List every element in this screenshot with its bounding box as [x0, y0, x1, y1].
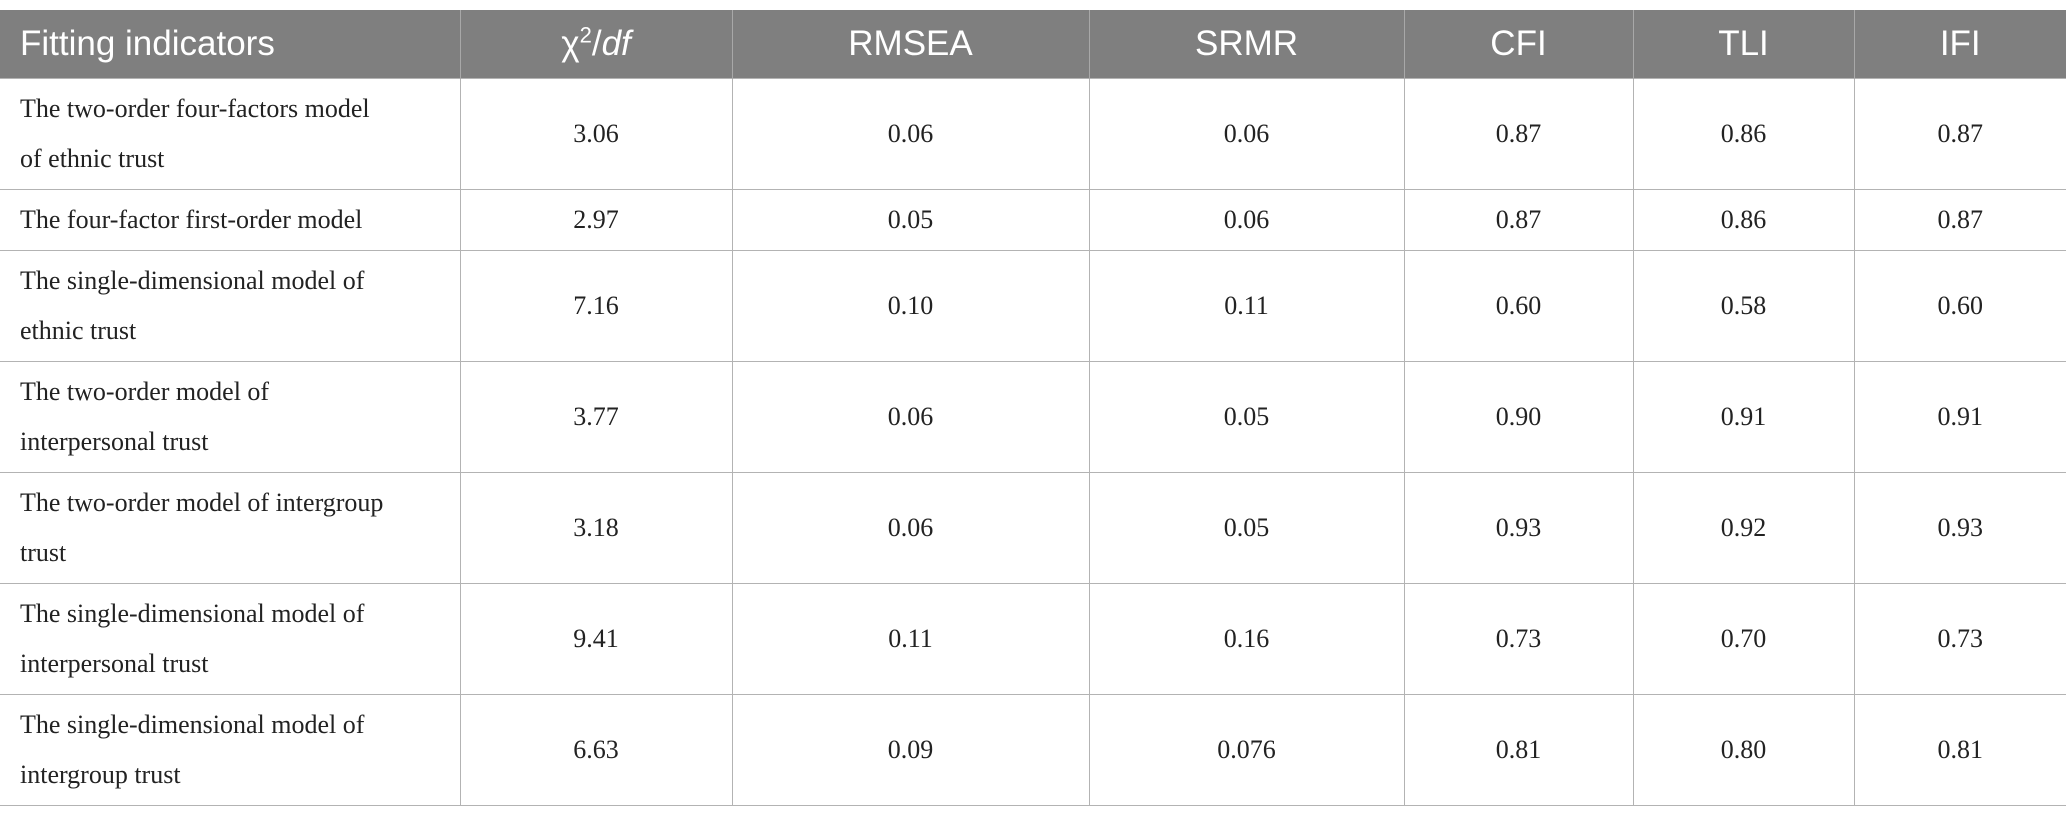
cell-rmsea: 0.06 — [731, 78, 1090, 190]
header-fitting-indicators: Fitting indicators — [0, 10, 460, 79]
chi-superscript: 2 — [579, 22, 592, 48]
cell-srmr: 0.05 — [1088, 361, 1405, 473]
cell-rmsea: 0.11 — [731, 583, 1090, 695]
chi-symbol: χ — [561, 24, 580, 63]
model-label-line: The four-factor first-order model — [20, 205, 363, 234]
cell-chi2df: 3.06 — [459, 78, 733, 190]
cell-cfi: 0.87 — [1403, 78, 1634, 190]
table-body: The two-order four-factors model of ethni… — [0, 78, 2066, 806]
header-chi-square-df: χ2/df — [459, 10, 732, 79]
header-tli: TLI — [1632, 10, 1854, 79]
cell-rmsea: 0.10 — [731, 250, 1090, 362]
model-label-line: The single-dimensional model of — [20, 266, 365, 295]
cell-tli: 0.80 — [1632, 694, 1855, 806]
model-label: The four-factor first-order model — [0, 189, 461, 251]
cell-ifi: 0.73 — [1853, 583, 2066, 695]
table-row: The two-order model of interpersonal trus… — [0, 361, 2066, 473]
cell-rmsea: 0.09 — [731, 694, 1090, 806]
cell-tli: 0.58 — [1632, 250, 1855, 362]
cell-tli: 0.92 — [1632, 472, 1855, 584]
table-row: The single-dimensional model of interpers… — [0, 583, 2066, 695]
cell-chi2df: 7.16 — [459, 250, 733, 362]
cell-ifi: 0.81 — [1853, 694, 2066, 806]
header-rmsea: RMSEA — [731, 10, 1089, 79]
model-label-line: interpersonal trust — [20, 649, 209, 678]
cell-chi2df: 3.18 — [459, 472, 733, 584]
cell-srmr: 0.05 — [1088, 472, 1405, 584]
cell-tli: 0.70 — [1632, 583, 1855, 695]
header-ifi: IFI — [1853, 10, 2066, 79]
fit-indices-table-container: Fitting indicators χ2/df RMSEA SRMR CFI … — [0, 10, 2066, 806]
model-label-line: The single-dimensional model of — [20, 599, 365, 628]
header-row: Fitting indicators χ2/df RMSEA SRMR CFI … — [0, 10, 2066, 79]
model-label-line: The single-dimensional model of — [20, 710, 365, 739]
table-row: The single-dimensional model of intergrou… — [0, 694, 2066, 806]
cell-srmr: 0.16 — [1088, 583, 1405, 695]
cell-ifi: 0.87 — [1853, 189, 2066, 251]
model-label: The single-dimensional model of ethnic tr… — [0, 250, 461, 362]
cell-cfi: 0.90 — [1403, 361, 1634, 473]
cell-cfi: 0.93 — [1403, 472, 1634, 584]
cell-rmsea: 0.06 — [731, 361, 1090, 473]
cell-chi2df: 9.41 — [459, 583, 733, 695]
header-srmr: SRMR — [1088, 10, 1404, 79]
cell-srmr: 0.076 — [1088, 694, 1405, 806]
table-row: The two-order four-factors model of ethni… — [0, 78, 2066, 190]
model-label-line: The two-order model of intergroup — [20, 488, 384, 517]
model-label: The single-dimensional model of interpers… — [0, 583, 461, 695]
table-row: The four-factor first-order model 2.97 0… — [0, 189, 2066, 251]
cell-cfi: 0.87 — [1403, 189, 1634, 251]
cell-ifi: 0.93 — [1853, 472, 2066, 584]
model-label-line: interpersonal trust — [20, 427, 209, 456]
cell-ifi: 0.91 — [1853, 361, 2066, 473]
cell-cfi: 0.60 — [1403, 250, 1634, 362]
cell-rmsea: 0.05 — [731, 189, 1090, 251]
cell-cfi: 0.81 — [1403, 694, 1634, 806]
cell-chi2df: 2.97 — [459, 189, 733, 251]
chi-df: df — [601, 24, 631, 63]
model-label-line: The two-order four-factors model — [20, 94, 370, 123]
cell-srmr: 0.06 — [1088, 189, 1405, 251]
model-label: The two-order model of intergroup trust — [0, 472, 461, 584]
model-label: The two-order four-factors model of ethni… — [0, 78, 461, 190]
model-label-line: intergroup trust — [20, 760, 181, 789]
cell-srmr: 0.11 — [1088, 250, 1405, 362]
model-label-line: ethnic trust — [20, 316, 137, 345]
cell-cfi: 0.73 — [1403, 583, 1634, 695]
chi-slash: / — [591, 24, 602, 63]
model-label-line: trust — [20, 538, 67, 567]
cell-rmsea: 0.06 — [731, 472, 1090, 584]
cell-srmr: 0.06 — [1088, 78, 1405, 190]
model-label-line: of ethnic trust — [20, 144, 165, 173]
cell-chi2df: 6.63 — [459, 694, 733, 806]
cell-tli: 0.86 — [1632, 189, 1855, 251]
cell-tli: 0.86 — [1632, 78, 1855, 190]
model-label: The two-order model of interpersonal trus… — [0, 361, 461, 473]
cell-tli: 0.91 — [1632, 361, 1855, 473]
table-row: The two-order model of intergroup trust 3… — [0, 472, 2066, 584]
model-label-line: The two-order model of — [20, 377, 270, 406]
cell-chi2df: 3.77 — [459, 361, 733, 473]
cell-ifi: 0.60 — [1853, 250, 2066, 362]
table-header: Fitting indicators χ2/df RMSEA SRMR CFI … — [0, 10, 2066, 79]
table-row: The single-dimensional model of ethnic tr… — [0, 250, 2066, 362]
cell-ifi: 0.87 — [1853, 78, 2066, 190]
fit-indices-table: Fitting indicators χ2/df RMSEA SRMR CFI … — [0, 10, 2066, 806]
model-label: The single-dimensional model of intergrou… — [0, 694, 461, 806]
header-cfi: CFI — [1403, 10, 1633, 79]
